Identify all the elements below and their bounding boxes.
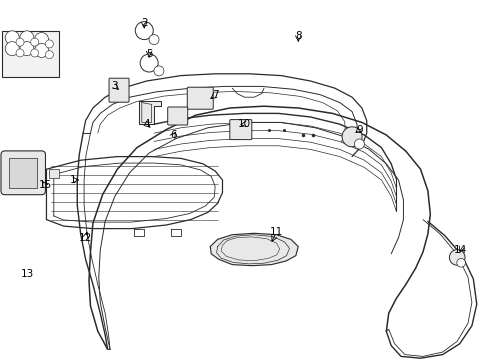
Circle shape	[135, 22, 153, 40]
FancyBboxPatch shape	[229, 120, 251, 140]
Polygon shape	[210, 233, 298, 266]
Text: 1: 1	[70, 175, 77, 185]
Text: 2: 2	[141, 18, 147, 28]
Circle shape	[149, 35, 159, 45]
Text: 15: 15	[38, 180, 52, 190]
Circle shape	[31, 49, 39, 57]
Text: 13: 13	[21, 269, 35, 279]
Text: 10: 10	[238, 119, 250, 129]
Circle shape	[16, 38, 24, 46]
Circle shape	[45, 40, 53, 48]
Text: 9: 9	[355, 125, 362, 135]
Text: 4: 4	[143, 119, 150, 129]
FancyBboxPatch shape	[187, 87, 213, 109]
Circle shape	[154, 66, 163, 76]
FancyBboxPatch shape	[1, 151, 45, 195]
Text: 14: 14	[453, 245, 467, 255]
Circle shape	[448, 249, 464, 265]
Circle shape	[354, 139, 364, 149]
Bar	[2, 31, 59, 77]
Circle shape	[140, 54, 158, 72]
Bar	[9, 158, 37, 188]
Text: 6: 6	[170, 130, 177, 140]
Text: 12: 12	[79, 233, 92, 243]
Circle shape	[342, 127, 361, 147]
Circle shape	[20, 31, 34, 45]
Text: 8: 8	[294, 31, 301, 41]
Circle shape	[5, 42, 19, 55]
Text: 7: 7	[211, 90, 218, 100]
Polygon shape	[139, 101, 161, 124]
FancyBboxPatch shape	[109, 78, 129, 102]
Circle shape	[35, 33, 48, 46]
Circle shape	[35, 44, 48, 57]
Circle shape	[45, 51, 53, 59]
Circle shape	[456, 258, 465, 267]
Circle shape	[5, 31, 19, 45]
Circle shape	[20, 42, 34, 55]
Text: 3: 3	[111, 81, 118, 91]
FancyBboxPatch shape	[167, 107, 187, 125]
Text: 11: 11	[269, 227, 283, 237]
Bar	[49, 169, 59, 178]
Text: 5: 5	[145, 49, 152, 59]
Circle shape	[31, 38, 39, 46]
Circle shape	[16, 49, 24, 57]
